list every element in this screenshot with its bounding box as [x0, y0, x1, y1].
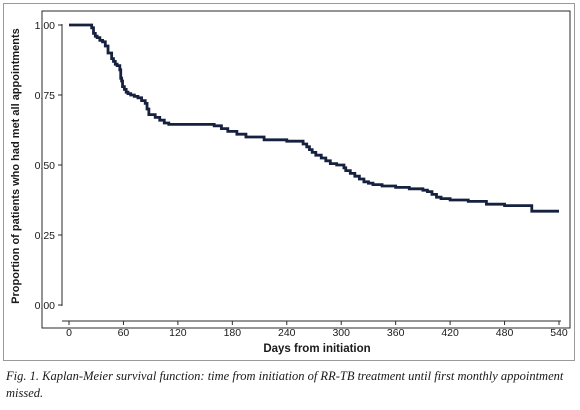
y-tick-label: 0.75	[35, 90, 56, 102]
y-tick-label: 0.25	[35, 230, 56, 242]
x-tick-label: 60	[118, 327, 130, 339]
figure-caption: Fig. 1. Kaplan-Meier survival function: …	[6, 369, 564, 400]
x-tick-label: 420	[441, 327, 459, 339]
x-tick-label: 540	[550, 327, 568, 339]
x-axis-title: Days from initiation	[263, 343, 370, 355]
x-tick-label: 240	[278, 327, 296, 339]
x-tick-label: 480	[496, 327, 514, 339]
x-tick-label: 120	[169, 327, 187, 339]
plot-area-border	[41, 10, 571, 329]
km-survival-chart: 0 60 120 180 240 300 360 420 480 540 0.00 0.25 0.50 0…	[10, 10, 571, 355]
y-tick-label: 0.50	[35, 160, 56, 172]
y-tick-label: 0.00	[35, 300, 56, 312]
x-tick-label: 0	[66, 327, 72, 339]
y-tick-label: 1.00	[35, 20, 56, 32]
figure-frame: 0 60 120 180 240 300 360 420 480 540 0.00 0.25 0.50 0…	[3, 3, 575, 361]
km-survival-step-line	[69, 23, 559, 213]
x-tick-label: 360	[387, 327, 405, 339]
x-tick-label: 180	[224, 327, 242, 339]
y-axis-title: Proportion of patients who had met all a…	[10, 28, 22, 304]
x-tick-label: 300	[332, 327, 350, 339]
